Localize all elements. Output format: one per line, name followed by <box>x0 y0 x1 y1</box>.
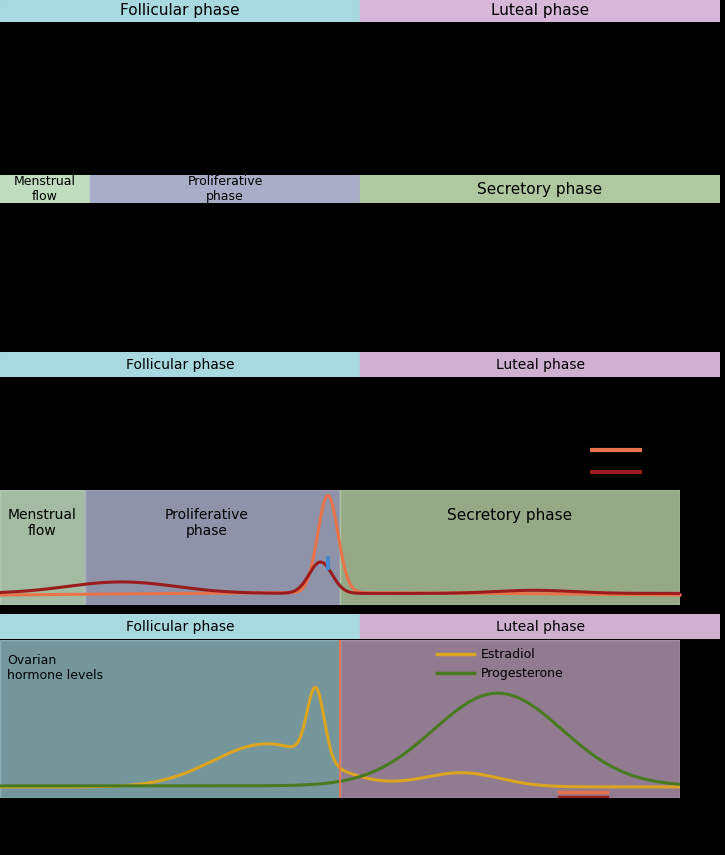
Text: Estradiol: Estradiol <box>481 648 536 661</box>
Bar <box>90 175 360 203</box>
Bar <box>85 490 340 605</box>
Bar <box>340 640 680 798</box>
Text: Day of menstrual cycle: Day of menstrual cycle <box>258 834 467 852</box>
Text: Menstrual
flow: Menstrual flow <box>14 175 76 203</box>
Bar <box>0 352 360 377</box>
Bar <box>0 0 360 22</box>
Text: Luteal phase: Luteal phase <box>495 620 584 634</box>
Text: 28: 28 <box>714 811 725 828</box>
Text: Proliferative
phase: Proliferative phase <box>187 175 262 203</box>
Text: Proliferative
phase: Proliferative phase <box>165 508 249 539</box>
Text: Follicular phase: Follicular phase <box>120 3 240 19</box>
Text: Progesterone: Progesterone <box>481 667 563 680</box>
Text: Secretory phase: Secretory phase <box>447 508 573 523</box>
Bar <box>0 640 340 798</box>
Bar <box>0 175 90 203</box>
Text: Follicular phase: Follicular phase <box>125 357 234 372</box>
Text: 7: 7 <box>176 811 186 828</box>
Text: Menstrual
flow: Menstrual flow <box>8 508 77 539</box>
Text: 21: 21 <box>533 811 555 828</box>
Bar <box>360 614 720 639</box>
Text: Follicular phase: Follicular phase <box>125 620 234 634</box>
Bar <box>0 614 360 639</box>
Bar <box>360 0 720 22</box>
Bar <box>340 490 680 605</box>
Text: 14: 14 <box>352 811 373 828</box>
Text: Luteal phase: Luteal phase <box>491 3 589 19</box>
Bar <box>360 175 720 203</box>
Text: Secretory phase: Secretory phase <box>478 181 602 197</box>
Text: 0: 0 <box>0 811 5 828</box>
Text: Luteal phase: Luteal phase <box>495 357 584 372</box>
Text: Ovarian
hormone levels: Ovarian hormone levels <box>7 654 104 682</box>
Bar <box>0 490 85 605</box>
Bar <box>360 352 720 377</box>
